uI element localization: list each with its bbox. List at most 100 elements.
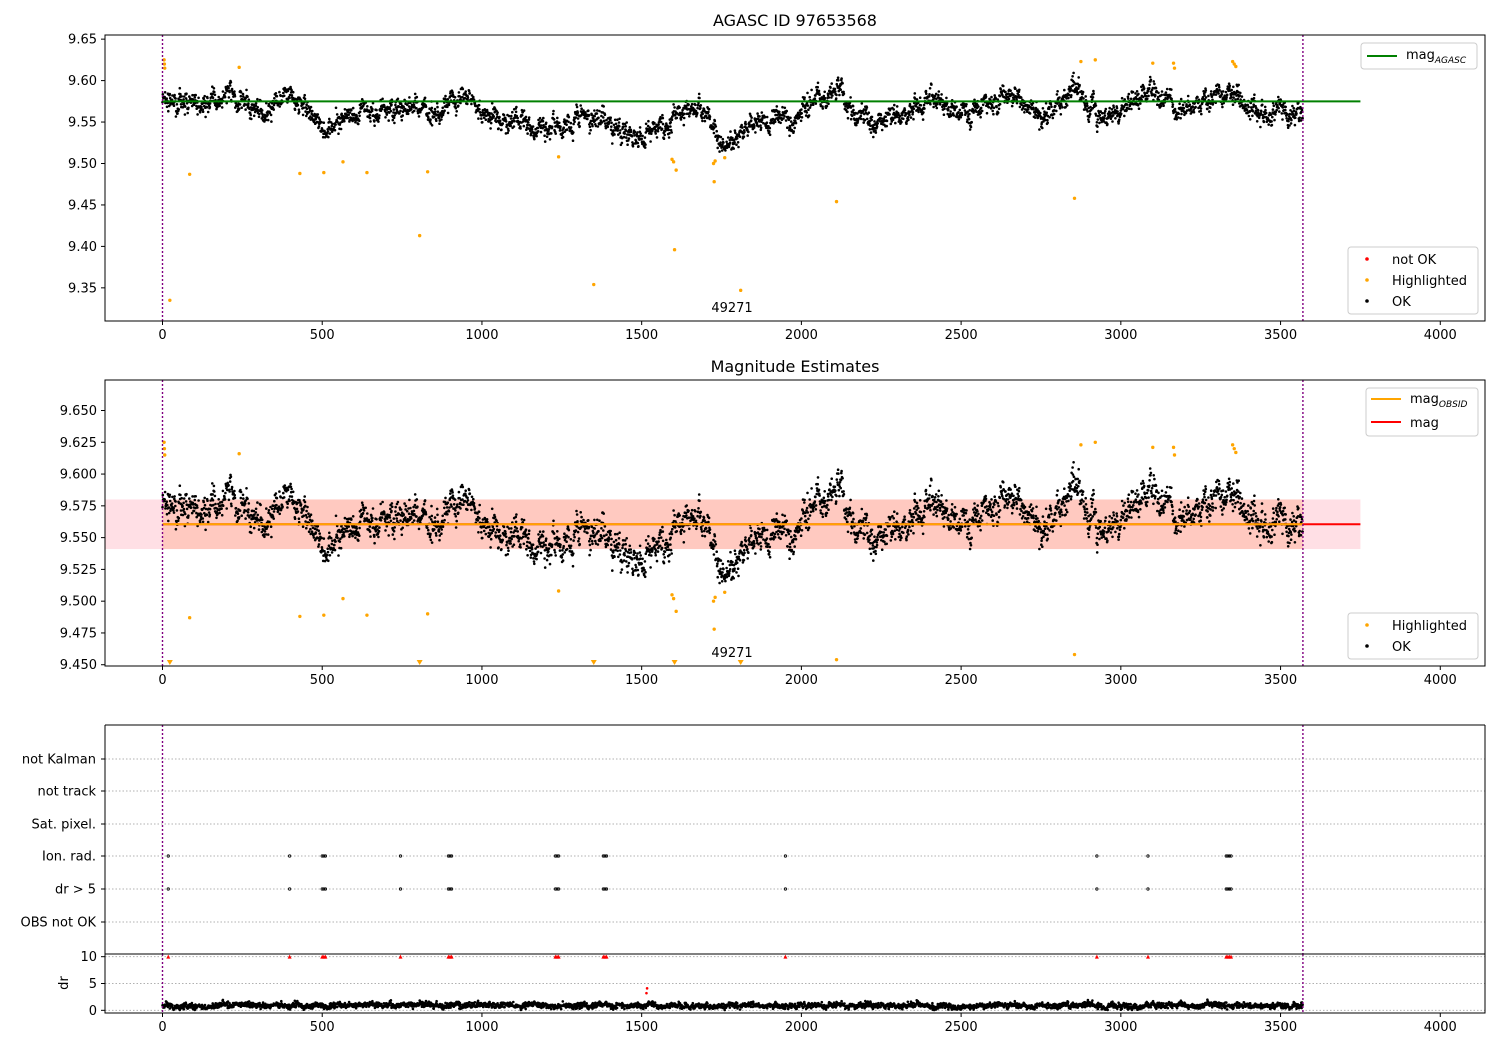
- ok-point: [1061, 106, 1064, 109]
- ok-point: [176, 112, 179, 115]
- ok-point: [328, 531, 331, 535]
- ok-point: [1088, 112, 1092, 116]
- agasc-ytick-label: 9.60: [68, 74, 97, 89]
- ok-point: [373, 124, 376, 127]
- ok-point: [485, 518, 489, 521]
- ok-point: [1044, 102, 1048, 105]
- ok-point: [507, 549, 510, 552]
- ok-point: [1033, 116, 1037, 119]
- ok-point: [758, 115, 761, 118]
- ok-point: [446, 111, 450, 115]
- ok-point: [467, 89, 471, 93]
- ok-point: [167, 519, 170, 523]
- ok-point: [688, 112, 692, 115]
- ok-point: [893, 103, 896, 107]
- ok-point: [521, 521, 525, 524]
- ok-point: [800, 116, 804, 119]
- ok-point: [289, 482, 292, 486]
- ok-point: [603, 119, 606, 123]
- ok-point: [567, 535, 570, 539]
- ok-point: [1221, 90, 1225, 93]
- ok-point: [814, 102, 818, 105]
- ok-point: [917, 110, 920, 114]
- ok-point: [701, 119, 704, 123]
- ok-point: [720, 149, 724, 152]
- ok-point: [556, 530, 559, 533]
- ok-point: [694, 103, 697, 107]
- ok-point: [699, 106, 702, 110]
- agasc-ytick-label: 9.45: [68, 198, 97, 213]
- ok-point: [438, 538, 441, 542]
- ok-point: [792, 130, 795, 133]
- ok-point: [454, 515, 458, 518]
- ok-point: [746, 134, 749, 137]
- ok-point: [477, 531, 480, 534]
- ok-point: [533, 562, 536, 566]
- ok-point: [573, 120, 576, 123]
- ok-point: [527, 529, 531, 532]
- ok-point: [466, 499, 470, 502]
- ok-point: [163, 91, 167, 94]
- agasc-xtick-label: 1000: [465, 328, 498, 343]
- ok-point: [1137, 92, 1140, 96]
- ok-point: [254, 102, 258, 105]
- ok-point: [250, 117, 253, 121]
- ok-point: [835, 93, 838, 97]
- ok-point: [172, 104, 176, 107]
- ok-point: [504, 120, 508, 123]
- ok-point: [572, 122, 575, 126]
- ok-point: [643, 146, 647, 149]
- ok-point: [412, 103, 416, 106]
- ok-point: [794, 119, 797, 123]
- ok-point: [810, 88, 813, 92]
- ok-point: [183, 113, 187, 116]
- ok-point: [482, 529, 486, 533]
- ok-point: [708, 117, 711, 121]
- ok-point: [522, 542, 526, 546]
- ok-point: [1284, 105, 1287, 109]
- ok-point: [997, 107, 1001, 111]
- ok-point: [513, 535, 516, 538]
- ok-point: [480, 117, 483, 120]
- ok-point: [1106, 122, 1109, 126]
- ok-point: [583, 530, 586, 533]
- ok-point: [239, 496, 243, 500]
- ok-point: [596, 109, 599, 112]
- ok-point: [672, 103, 675, 106]
- ok-point: [408, 96, 411, 99]
- ok-point: [303, 93, 307, 97]
- ok-point: [959, 116, 963, 119]
- ok-point: [1237, 83, 1240, 87]
- ok-point: [634, 140, 638, 143]
- ok-point: [575, 103, 578, 106]
- ok-point: [1240, 95, 1244, 98]
- ok-point: [174, 527, 178, 531]
- ok-point: [522, 518, 526, 522]
- ok-point: [673, 114, 677, 117]
- ok-point: [588, 537, 592, 541]
- ok-point: [737, 145, 740, 149]
- ok-point: [788, 124, 792, 128]
- ok-point: [539, 130, 543, 134]
- ok-point: [264, 533, 268, 536]
- ok-point: [194, 495, 197, 498]
- ok-point: [1294, 116, 1297, 119]
- ok-point: [254, 104, 258, 107]
- ok-point: [1200, 112, 1203, 116]
- ok-point: [1026, 108, 1030, 111]
- ok-point: [1087, 120, 1091, 123]
- ok-point: [1154, 86, 1158, 90]
- ok-point: [514, 520, 518, 524]
- ok-point: [600, 121, 604, 124]
- ok-point: [203, 94, 206, 98]
- ok-point: [1208, 110, 1211, 113]
- ok-point: [444, 496, 447, 500]
- ok-point: [171, 495, 174, 499]
- ok-point: [607, 121, 611, 125]
- ok-point: [461, 485, 465, 489]
- ok-point: [602, 116, 605, 119]
- ok-point: [1038, 128, 1041, 131]
- ok-point: [902, 117, 905, 121]
- ok-point: [968, 112, 971, 116]
- ok-point: [1028, 112, 1032, 115]
